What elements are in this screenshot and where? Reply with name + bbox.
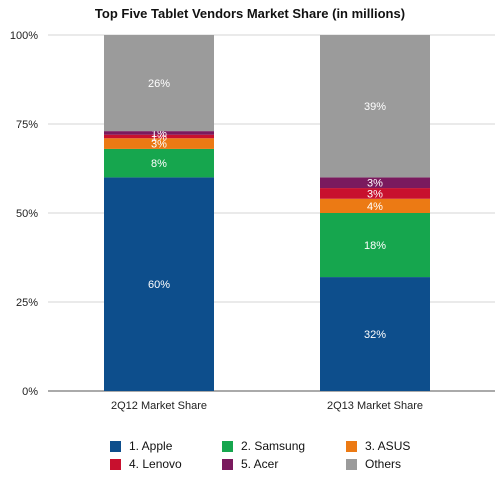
bar-segment [320, 188, 430, 199]
legend-item: Others [346, 456, 446, 472]
legend-label: 4. Lenovo [129, 457, 182, 471]
data-label: 3% [151, 139, 167, 151]
legend: 1. Apple 2. Samsung 3. ASUS 4. Lenovo 5. Ace… [110, 438, 450, 472]
y-tick-label: 0% [22, 386, 38, 398]
y-tick-label: 25% [16, 297, 38, 309]
bar-segment [320, 35, 430, 178]
bar-segment [104, 134, 214, 139]
bar-segment [320, 213, 430, 278]
data-label: 8% [151, 158, 167, 170]
legend-swatch [346, 440, 357, 452]
legend-swatch [222, 458, 233, 470]
bar-segment [104, 138, 214, 149]
legend-item: 5. Acer [222, 456, 346, 472]
y-tick-label: 50% [16, 208, 38, 220]
legend-item: 4. Lenovo [110, 456, 222, 472]
legend-label: 1. Apple [129, 439, 173, 453]
bar-segment [104, 131, 214, 135]
data-label: 26% [148, 78, 170, 90]
bar-segment [320, 198, 430, 213]
data-label: 18% [364, 240, 386, 252]
legend-label: 2. Samsung [241, 439, 306, 453]
bar-segment [104, 35, 214, 132]
legend-swatch [346, 458, 357, 470]
y-axis-ticks: 0% 25% 50% 75% 100% [10, 30, 38, 398]
bar-segment [320, 277, 430, 391]
legend-item: 3. ASUS [346, 438, 446, 454]
y-tick-label: 100% [10, 30, 38, 42]
data-label: 3% [367, 188, 383, 200]
legend-item: 2. Samsung [222, 438, 346, 454]
legend-label: Others [365, 457, 402, 471]
legend-item: 1. Apple [110, 438, 222, 454]
bar-segment [320, 177, 430, 189]
data-label: 4% [367, 201, 383, 213]
x-category-label: 2Q12 Market Share [111, 400, 207, 412]
data-label: 3% [367, 178, 383, 190]
chart-title: Top Five Tablet Vendors Market Share (in… [94, 6, 406, 21]
data-label: 32% [364, 329, 386, 341]
legend-swatch [110, 458, 121, 470]
bar-segment [104, 148, 214, 178]
bar-segment [104, 177, 214, 391]
legend-label: 5. Acer [241, 457, 279, 471]
legend-label: 3. ASUS [365, 439, 411, 453]
data-label: 60% [148, 279, 170, 291]
bars-layer: 60%8%3%1%1%26%32%18%4%3%3%39% [104, 35, 430, 391]
data-label: 39% [364, 101, 386, 113]
legend-swatch [222, 440, 233, 452]
x-category-label: 2Q13 Market Share [327, 400, 423, 412]
x-axis-categories: 2Q12 Market Share 2Q13 Market Share [111, 400, 423, 412]
y-tick-label: 75% [16, 119, 38, 131]
legend-swatch [110, 440, 121, 452]
